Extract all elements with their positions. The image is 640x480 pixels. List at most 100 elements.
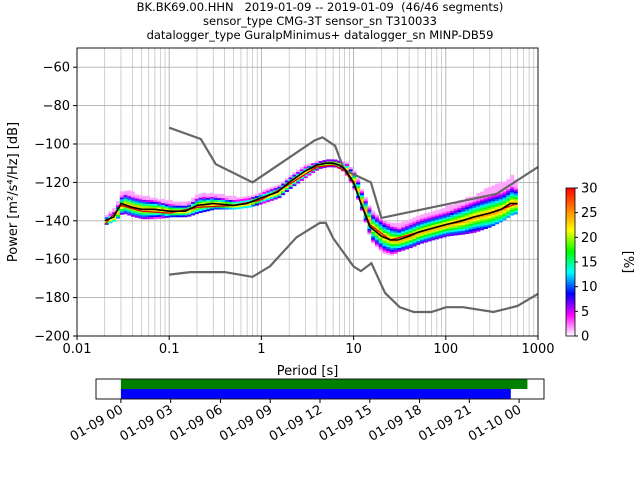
psd-cell bbox=[461, 226, 466, 229]
psd-cell bbox=[153, 213, 158, 216]
psd-cell bbox=[127, 201, 132, 204]
timeline-tick-label: 01-09 03 bbox=[118, 402, 176, 444]
psd-cell bbox=[303, 174, 308, 177]
psd-cell bbox=[206, 209, 211, 212]
psd-cell bbox=[284, 187, 289, 191]
psd-cell bbox=[449, 216, 455, 219]
timeline-tick-label: 01-09 09 bbox=[217, 402, 275, 444]
psd-cell bbox=[127, 196, 132, 199]
psd-cell bbox=[419, 216, 425, 219]
psd-cell bbox=[491, 220, 496, 223]
colorbar: 0 5 10 15 20 25 30 [%] bbox=[565, 182, 635, 345]
psd-cell bbox=[131, 201, 136, 204]
psd-cell bbox=[412, 242, 417, 245]
psd-cell bbox=[131, 199, 136, 202]
psd-cell bbox=[427, 220, 432, 223]
psd-cell bbox=[247, 205, 252, 208]
psd-cell bbox=[213, 197, 218, 200]
psd-cell bbox=[453, 210, 458, 213]
psd-cell bbox=[468, 221, 473, 224]
psd-cell bbox=[307, 169, 312, 172]
psd-cell bbox=[483, 192, 488, 195]
psd-cell bbox=[296, 171, 301, 174]
psd-cell bbox=[442, 210, 447, 213]
psd-cell bbox=[371, 224, 376, 227]
psd-cell bbox=[142, 205, 147, 208]
psd-cell bbox=[119, 197, 124, 200]
psd-cell bbox=[483, 205, 488, 208]
psd-cell bbox=[495, 206, 500, 209]
psd-cell bbox=[371, 241, 376, 244]
psd-cell bbox=[296, 181, 301, 184]
psd-cell bbox=[367, 216, 372, 220]
psd-cell bbox=[483, 222, 488, 226]
psd-cell bbox=[374, 241, 379, 244]
psd-cell bbox=[157, 214, 162, 217]
psd-cell bbox=[116, 201, 121, 204]
psd-cell bbox=[427, 223, 432, 227]
psd-cell bbox=[404, 239, 410, 242]
psd-cell bbox=[281, 191, 286, 194]
psd-cell bbox=[269, 194, 274, 197]
psd-cell bbox=[164, 200, 169, 203]
psd-cell bbox=[468, 217, 473, 220]
psd-cell bbox=[191, 203, 196, 206]
psd-cell bbox=[487, 213, 492, 217]
psd-cell bbox=[194, 209, 199, 213]
psd-cell bbox=[510, 213, 515, 216]
psd-cell bbox=[281, 183, 286, 186]
psd-cell bbox=[176, 205, 181, 208]
psd-cell bbox=[431, 228, 436, 231]
psd-cell bbox=[367, 220, 372, 223]
psd-cell bbox=[329, 165, 334, 168]
psd-cell bbox=[228, 199, 233, 202]
psd-cell bbox=[254, 203, 259, 206]
psd-cell bbox=[513, 189, 518, 192]
title-line-3: datalogger_type GuralpMinimus+ datalogge… bbox=[146, 28, 494, 42]
psd-cell bbox=[134, 211, 139, 214]
psd-cell bbox=[367, 218, 372, 222]
psd-cell bbox=[134, 205, 139, 209]
psd-cell bbox=[359, 196, 364, 200]
psd-cell bbox=[506, 186, 511, 190]
psd-cell bbox=[386, 221, 391, 225]
psd-cell bbox=[389, 239, 395, 243]
psd-cell bbox=[461, 201, 466, 204]
psd-cell bbox=[236, 207, 241, 210]
psd-cell bbox=[371, 233, 376, 236]
psd-cell bbox=[131, 214, 136, 217]
psd-cell bbox=[468, 227, 473, 230]
psd-cell bbox=[446, 214, 451, 218]
psd-cell bbox=[232, 195, 237, 199]
psd-cell bbox=[153, 205, 158, 208]
psd-cell bbox=[138, 202, 143, 206]
psd-cell bbox=[277, 195, 282, 199]
psd-cell bbox=[374, 222, 379, 225]
psd-cell bbox=[254, 197, 259, 200]
psd-cell bbox=[491, 214, 496, 217]
psd-cell bbox=[134, 198, 139, 201]
psd-cell bbox=[142, 211, 147, 214]
psd-cell bbox=[191, 211, 196, 214]
psd-cell bbox=[502, 210, 507, 213]
psd-cell bbox=[164, 202, 169, 205]
psd-cell bbox=[149, 197, 154, 200]
psd-cell bbox=[423, 217, 428, 220]
psd-cell bbox=[412, 230, 417, 234]
psd-cell bbox=[378, 229, 383, 232]
psd-cell bbox=[510, 211, 515, 214]
psd-cell bbox=[146, 211, 151, 214]
psd-cell bbox=[138, 199, 143, 202]
psd-cell bbox=[258, 202, 263, 205]
psd-cell bbox=[209, 204, 214, 207]
psd-cell bbox=[326, 163, 331, 166]
psd-cell bbox=[442, 221, 447, 224]
psd-cell bbox=[172, 203, 177, 206]
psd-cell bbox=[217, 207, 222, 210]
psd-cell bbox=[363, 210, 368, 213]
psd-cell bbox=[236, 205, 241, 208]
psd-cell bbox=[352, 176, 357, 179]
psd-cell bbox=[510, 176, 515, 179]
psd-cell bbox=[397, 241, 402, 245]
timeline-tick-label: 01-10 00 bbox=[466, 402, 524, 444]
